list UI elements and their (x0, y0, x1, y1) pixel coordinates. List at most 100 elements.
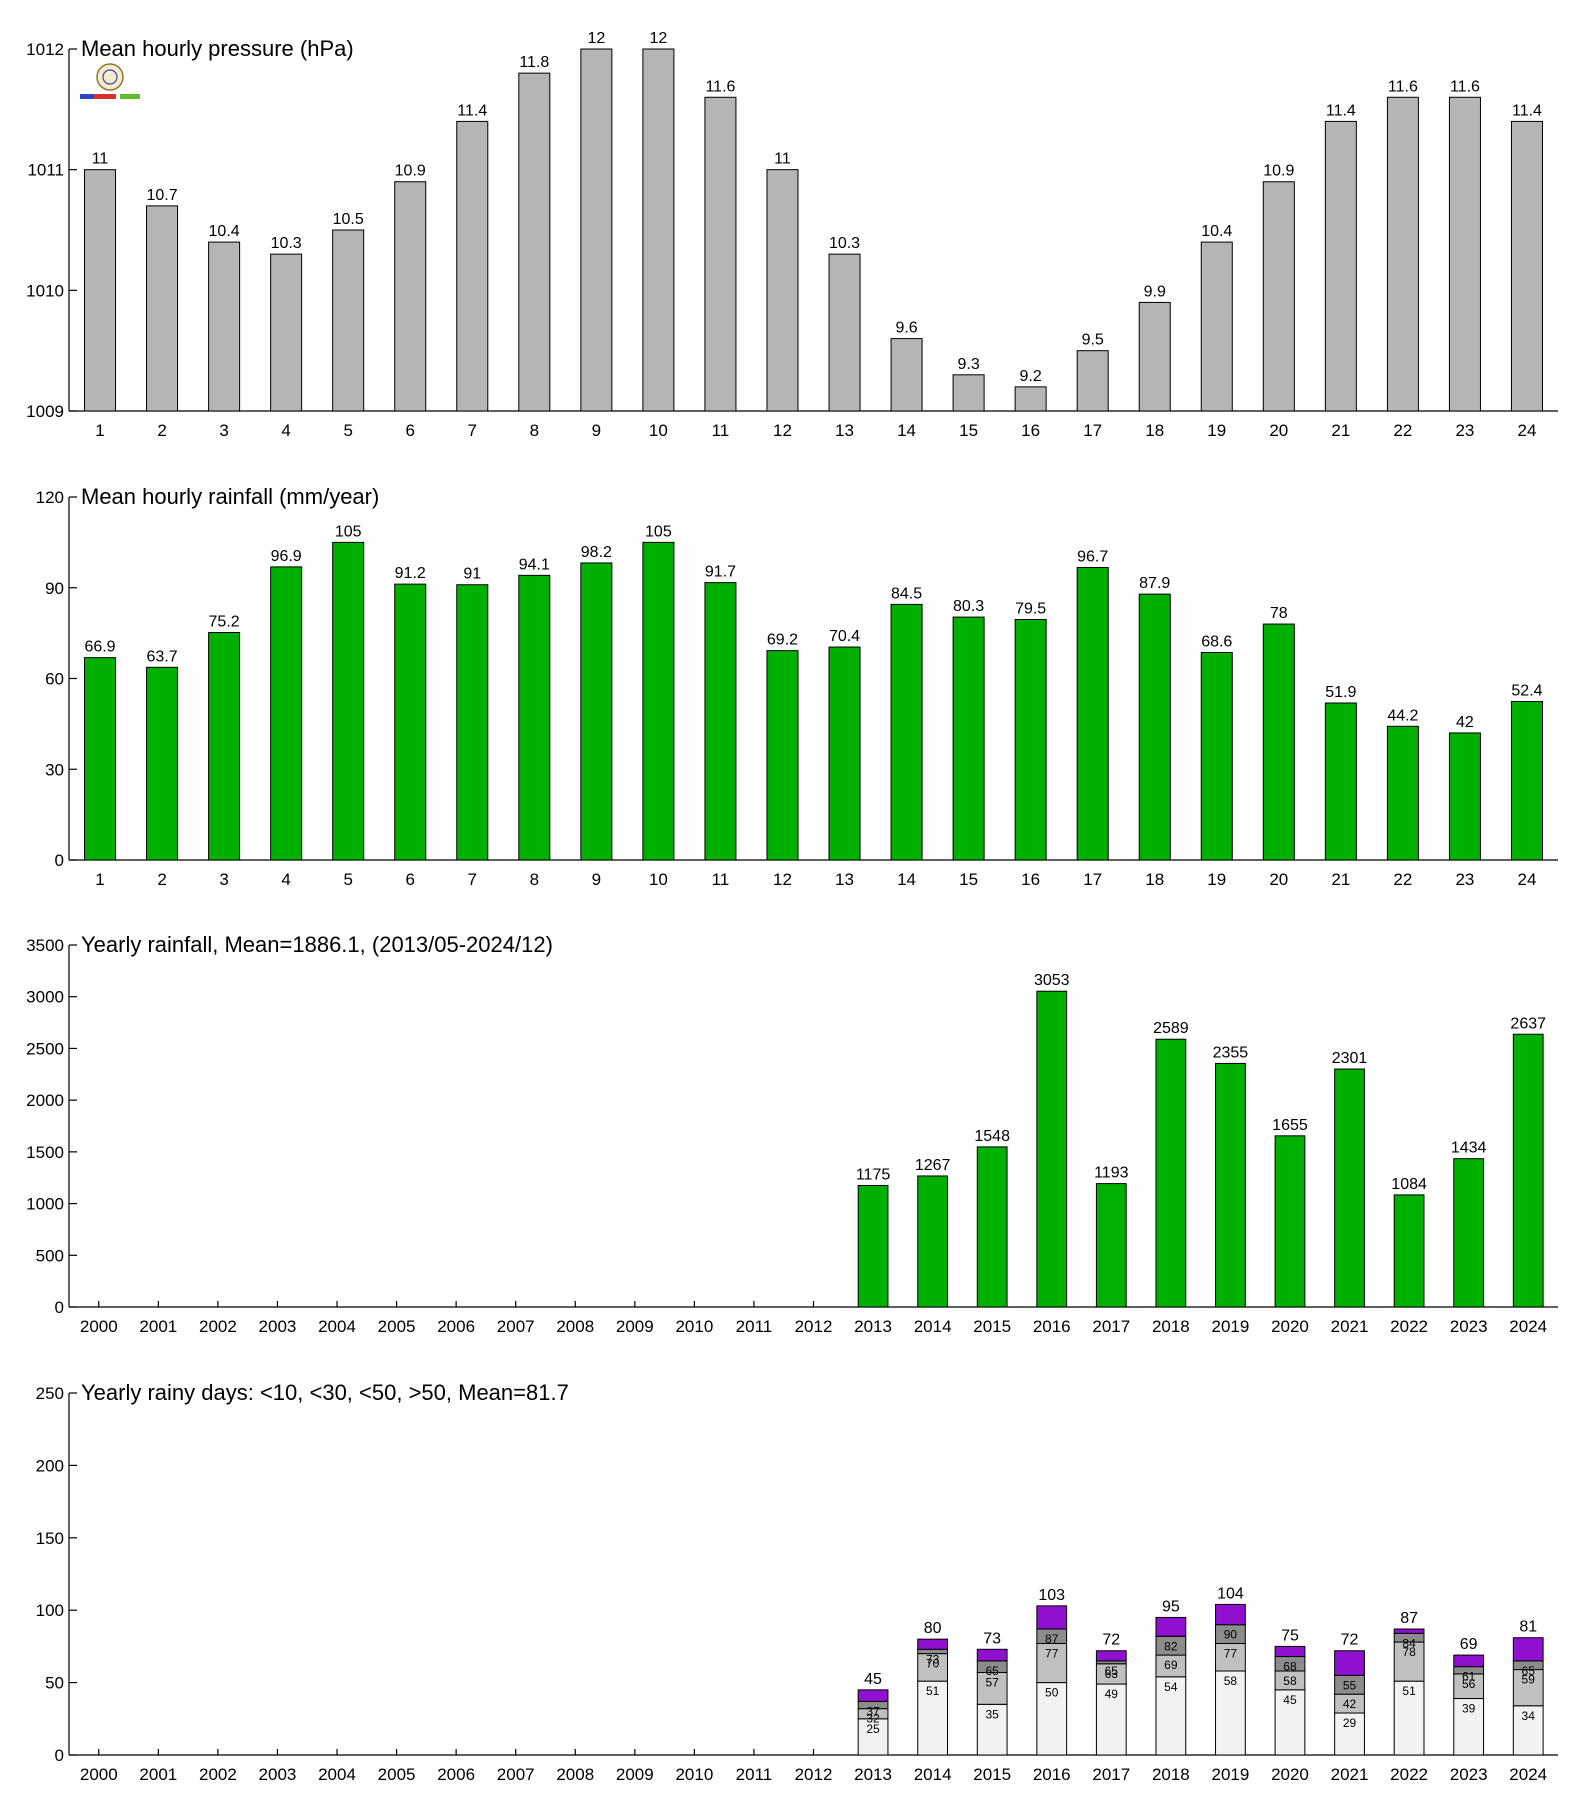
bar (766, 650, 799, 861)
bar-value-label: 2301 (1332, 1050, 1368, 1067)
stack-cumulative-label: 32 (866, 1712, 880, 1726)
bar-value-label: 105 (645, 523, 672, 540)
stack-cumulative-label: 37 (866, 1704, 880, 1718)
stack-cumulative-label: 50 (1045, 1686, 1059, 1700)
x-tick-label: 14 (897, 421, 916, 440)
logo (80, 63, 140, 99)
stack-segment-4 (1095, 1650, 1127, 1662)
x-tick-label: 2017 (1092, 1765, 1130, 1784)
x-tick-label: 22 (1393, 870, 1412, 889)
bar-value-label: 10.5 (333, 211, 364, 228)
bar-value-label: 98.2 (581, 544, 612, 561)
x-tick-label: 2021 (1331, 1765, 1369, 1784)
bar-value-label: 70.4 (829, 628, 860, 645)
bar-value-label: 9.9 (1144, 283, 1166, 300)
stack-segment-4 (1274, 1645, 1306, 1658)
bar-value-label: 52.4 (1511, 682, 1542, 699)
stack-total-label: 72 (1102, 1632, 1120, 1649)
bar-value-label: 1434 (1451, 1140, 1487, 1157)
bar (1334, 1068, 1365, 1308)
bar (580, 562, 613, 861)
stack-total-label: 75 (1281, 1627, 1299, 1644)
x-tick-label: 7 (468, 870, 477, 889)
x-tick-label: 11 (712, 421, 730, 440)
stack-segment-1 (1215, 1670, 1246, 1756)
bar-value-label: 1267 (915, 1157, 951, 1174)
bar (1095, 1183, 1127, 1308)
chart-panel-3: Yearly rainfall, Mean=1886.1, (2013/05-2… (26, 932, 1558, 1336)
x-tick-label: 2015 (973, 1317, 1011, 1336)
bar-value-label: 10.9 (395, 163, 426, 180)
bar-value-label: 11.6 (705, 78, 735, 95)
stack-segment-4 (1512, 1637, 1544, 1662)
x-tick-label: 8 (530, 870, 539, 889)
bar (766, 169, 799, 412)
bar-value-label: 63.7 (146, 648, 177, 665)
bar-value-label: 12 (649, 30, 667, 47)
x-tick-label: 2013 (854, 1765, 892, 1784)
x-tick-label: 2014 (914, 1765, 952, 1784)
x-tick-label: 2002 (199, 1317, 237, 1336)
stack-cumulative-label: 29 (1343, 1716, 1357, 1730)
stack-cumulative-label: 73 (926, 1652, 940, 1666)
x-tick-label: 6 (405, 421, 414, 440)
bar (704, 96, 737, 412)
bar-value-label: 79.5 (1015, 601, 1046, 618)
bar-value-label: 9.5 (1082, 332, 1104, 349)
bar (828, 253, 861, 412)
stack-segment-4 (1036, 1605, 1068, 1630)
y-tick-label: 1010 (26, 281, 64, 300)
x-tick-label: 2006 (437, 1317, 475, 1336)
bar (857, 1184, 889, 1308)
x-tick-label: 2008 (556, 1317, 594, 1336)
bar (1510, 700, 1543, 861)
bar (1393, 1194, 1425, 1308)
bar-value-label: 11.8 (519, 54, 549, 71)
bar (1155, 1038, 1187, 1308)
stack-segment-2 (1393, 1641, 1425, 1682)
stack-cumulative-label: 77 (1045, 1647, 1059, 1661)
x-tick-label: 19 (1207, 421, 1226, 440)
logo-seal-icon (96, 63, 124, 91)
stack-cumulative-label: 51 (926, 1684, 940, 1698)
y-tick-label: 2500 (26, 1039, 64, 1058)
stack-cumulative-label: 90 (1224, 1628, 1238, 1642)
bar (456, 120, 489, 412)
bar-value-label: 105 (335, 523, 362, 540)
y-tick-label: 60 (45, 670, 64, 689)
x-tick-label: 10 (649, 421, 668, 440)
x-tick-label: 2022 (1390, 1765, 1428, 1784)
stack-segment-1 (1453, 1698, 1485, 1756)
stack-segment-2 (1512, 1669, 1544, 1707)
stack-cumulative-label: 65 (1105, 1664, 1119, 1678)
bar (1324, 702, 1357, 861)
x-tick-label: 4 (281, 421, 290, 440)
x-tick-label: 18 (1145, 870, 1164, 889)
stack-cumulative-label: 54 (1164, 1680, 1178, 1694)
y-tick-label: 120 (36, 488, 64, 507)
stack-cumulative-label: 77 (1224, 1647, 1238, 1661)
stack-segment-4 (1453, 1654, 1485, 1668)
bar (1262, 181, 1295, 412)
bar (1262, 623, 1295, 861)
x-tick-label: 16 (1021, 870, 1040, 889)
x-tick-label: 23 (1455, 421, 1474, 440)
x-tick-label: 2013 (854, 1317, 892, 1336)
bar (146, 666, 179, 861)
y-tick-label: 150 (36, 1529, 64, 1548)
x-tick-label: 21 (1331, 870, 1350, 889)
bar-value-label: 51.9 (1325, 684, 1356, 701)
x-tick-label: 2002 (199, 1765, 237, 1784)
bar-value-label: 91.2 (395, 565, 426, 582)
bar-value-label: 1193 (1094, 1165, 1129, 1182)
bar-value-label: 2637 (1510, 1015, 1546, 1032)
x-tick-label: 2007 (497, 1317, 535, 1336)
bar (146, 205, 179, 412)
stack-segment-4 (857, 1689, 889, 1702)
bar-value-label: 11.6 (1450, 78, 1480, 95)
bar (1014, 619, 1047, 861)
bar (332, 229, 365, 412)
x-tick-label: 2011 (736, 1765, 773, 1784)
x-tick-label: 2014 (914, 1317, 952, 1336)
x-tick-label: 13 (835, 870, 854, 889)
